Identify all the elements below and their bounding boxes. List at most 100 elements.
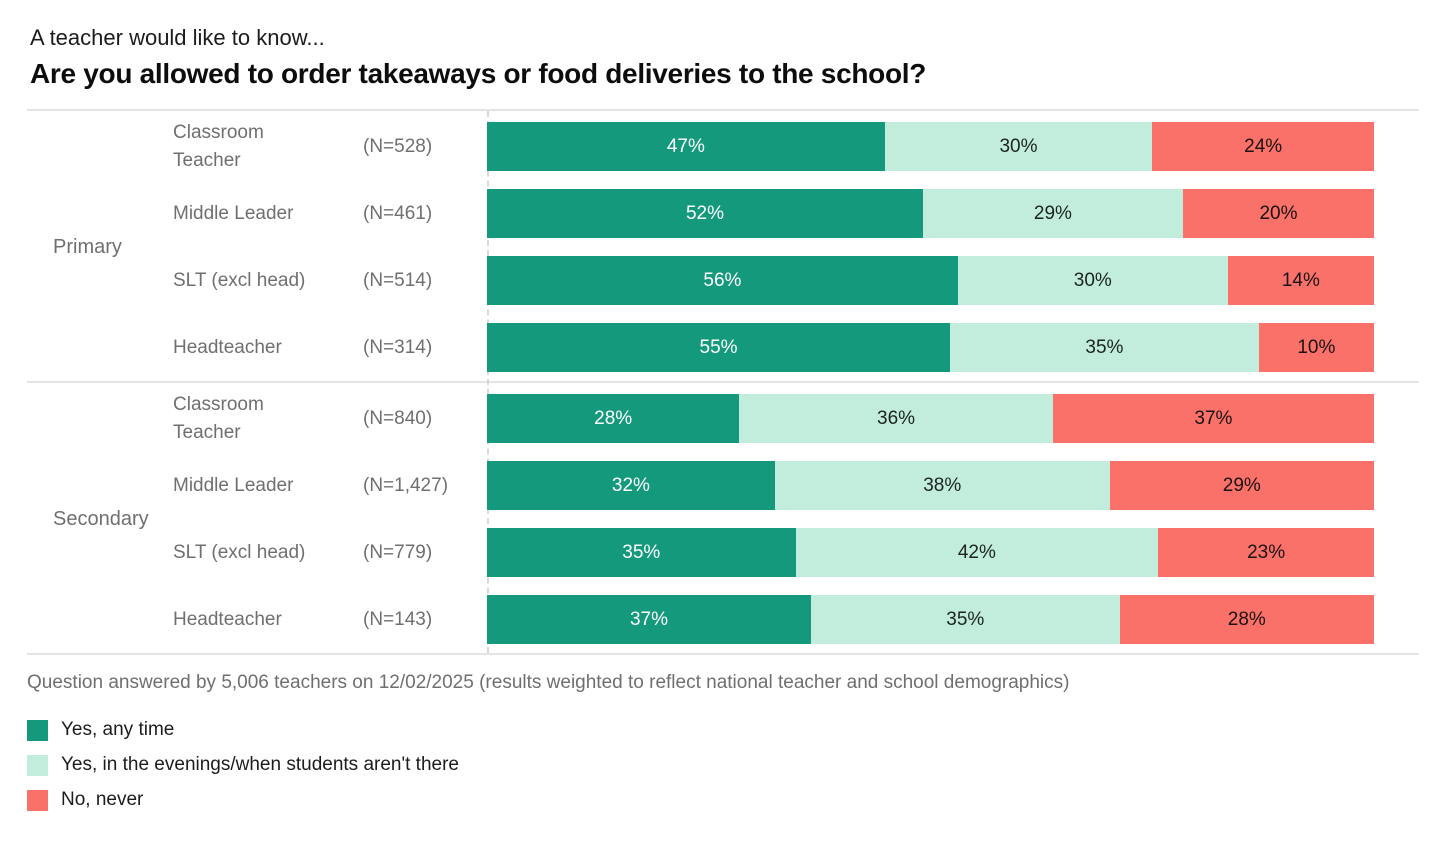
group-rows: Classroom Teacher (N=528) 47% 30% 24% Mi…: [173, 122, 1419, 372]
stacked-bar: 47% 30% 24%: [487, 122, 1374, 171]
chart-row: Classroom Teacher (N=528) 47% 30% 24%: [173, 122, 1419, 171]
stacked-bar: 28% 36% 37%: [487, 394, 1374, 443]
segment-value-label: 30%: [999, 135, 1038, 157]
axis-baseline-dashed: [487, 111, 489, 653]
bar-segment-no-never: 28%: [1119, 595, 1374, 644]
bar-segment-yes-evenings: 29%: [922, 189, 1183, 238]
segment-value-label: 38%: [923, 474, 962, 496]
role-label: Classroom Teacher: [173, 121, 264, 171]
legend-label: No, never: [61, 789, 144, 810]
chart-row: SLT (excl head) (N=779) 35% 42% 23%: [173, 528, 1419, 577]
legend-item-yes-evenings: Yes, in the evenings/when students aren'…: [27, 754, 1419, 776]
legend-swatch-yes-any-time-icon: [27, 719, 48, 741]
bar-segment-no-never: 29%: [1109, 461, 1374, 510]
segment-value-label: 36%: [877, 407, 916, 429]
legend-item-no-never: No, never: [27, 789, 1419, 811]
chart-row: Classroom Teacher (N=840) 28% 36% 37%: [173, 394, 1419, 443]
sample-size-label: (N=840): [363, 407, 433, 429]
bar-segment-yes-any-time: 55%: [487, 323, 951, 372]
stacked-bar: 37% 35% 28%: [487, 595, 1374, 644]
bar-segment-no-never: 24%: [1152, 122, 1374, 171]
bar-segment-yes-any-time: 35%: [487, 528, 796, 577]
segment-value-label: 29%: [1033, 202, 1072, 224]
segment-value-label: 35%: [946, 608, 985, 630]
stacked-bar: 52% 29% 20%: [487, 189, 1374, 238]
sample-size-label: (N=314): [363, 336, 433, 358]
stacked-bar: 32% 38% 29%: [487, 461, 1374, 510]
segment-value-label: 32%: [611, 474, 650, 496]
segment-value-label: 35%: [622, 541, 661, 563]
segment-value-label: 37%: [629, 608, 669, 630]
bar-segment-no-never: 14%: [1227, 256, 1374, 305]
sample-size-label: (N=779): [363, 541, 433, 563]
sample-size-label: (N=528): [363, 135, 433, 157]
bar-segment-yes-any-time: 56%: [487, 256, 958, 305]
bar-segment-yes-evenings: 35%: [950, 323, 1259, 372]
role-label: Middle Leader: [173, 202, 294, 224]
bar-segment-yes-evenings: 30%: [957, 256, 1228, 305]
group-label-secondary: Secondary: [53, 507, 149, 530]
segment-value-label: 52%: [685, 202, 724, 224]
bar-segment-no-never: 10%: [1258, 323, 1374, 372]
segment-value-label: 42%: [957, 541, 996, 563]
group-rows: Classroom Teacher (N=840) 28% 36% 37% Mi…: [173, 394, 1419, 644]
bar-segment-yes-evenings: 42%: [795, 528, 1159, 577]
segment-value-label: 35%: [1085, 336, 1124, 358]
segment-value-label: 28%: [594, 407, 633, 429]
stacked-bar: 35% 42% 23%: [487, 528, 1374, 577]
legend-swatch-yes-evenings-icon: [27, 754, 48, 776]
legend-item-yes-any-time: Yes, any time: [27, 719, 1419, 741]
chart-row: Headteacher (N=143) 37% 35% 28%: [173, 595, 1419, 644]
chart-kicker: A teacher would like to know...: [30, 25, 325, 50]
sample-size-label: (N=143): [363, 608, 433, 630]
segment-value-label: 30%: [1073, 269, 1112, 291]
chart-row: Middle Leader (N=1,427) 32% 38% 29%: [173, 461, 1419, 510]
bar-segment-no-never: 20%: [1182, 189, 1374, 238]
bar-segment-yes-any-time: 47%: [487, 122, 885, 171]
legend-label: Yes, in the evenings/when students aren'…: [61, 754, 459, 775]
group-label-primary: Primary: [53, 235, 122, 258]
segment-value-label: 28%: [1227, 608, 1266, 630]
role-label: SLT (excl head): [173, 269, 306, 291]
chart-legend: Yes, any time Yes, in the evenings/when …: [27, 719, 1419, 811]
role-label: Middle Leader: [173, 474, 294, 496]
sample-size-label: (N=461): [363, 202, 433, 224]
role-label: Classroom Teacher: [173, 393, 264, 443]
segment-value-label: 14%: [1281, 269, 1320, 291]
legend-swatch-no-never-icon: [27, 789, 48, 811]
bar-segment-yes-evenings: 30%: [884, 122, 1153, 171]
survey-chart-page: A teacher would like to know... Are you …: [27, 25, 1419, 811]
chart-row: Headteacher (N=314) 55% 35% 10%: [173, 323, 1419, 372]
chart-title: Are you allowed to order takeaways or fo…: [30, 58, 927, 89]
segment-value-label: 29%: [1222, 474, 1261, 496]
bar-segment-yes-evenings: 35%: [811, 595, 1120, 644]
bar-segment-yes-any-time: 37%: [487, 595, 811, 644]
bar-segment-yes-any-time: 32%: [487, 461, 775, 510]
chart-row: SLT (excl head) (N=514) 56% 30% 14%: [173, 256, 1419, 305]
bar-segment-yes-any-time: 52%: [487, 189, 923, 238]
sample-size-label: (N=514): [363, 269, 433, 291]
segment-value-label: 20%: [1259, 202, 1298, 224]
group-section-primary: Primary Classroom Teacher (N=528) 47% 30…: [27, 111, 1419, 381]
legend-label: Yes, any time: [61, 719, 175, 740]
segment-value-label: 47%: [666, 135, 705, 157]
stacked-bar: 56% 30% 14%: [487, 256, 1374, 305]
segment-value-label: 24%: [1244, 135, 1283, 157]
role-label: Headteacher: [173, 608, 282, 630]
bar-segment-no-never: 37%: [1052, 394, 1374, 443]
segment-value-label: 55%: [699, 336, 738, 358]
chart-footnote: Question answered by 5,006 teachers on 1…: [27, 672, 1070, 693]
bar-segment-yes-evenings: 36%: [739, 394, 1053, 443]
segment-value-label: 23%: [1247, 541, 1286, 563]
chart-row: Middle Leader (N=461) 52% 29% 20%: [173, 189, 1419, 238]
segment-value-label: 10%: [1297, 336, 1336, 358]
stacked-bar: 55% 35% 10%: [487, 323, 1374, 372]
group-section-secondary: Secondary Classroom Teacher (N=840) 28% …: [27, 381, 1419, 653]
role-label: SLT (excl head): [173, 541, 306, 563]
role-label: Headteacher: [173, 336, 282, 358]
bar-segment-no-never: 23%: [1158, 528, 1374, 577]
segment-value-label: 56%: [703, 269, 742, 291]
segment-value-label: 37%: [1194, 407, 1233, 429]
sample-size-label: (N=1,427): [363, 474, 449, 496]
bar-segment-yes-evenings: 38%: [774, 461, 1110, 510]
